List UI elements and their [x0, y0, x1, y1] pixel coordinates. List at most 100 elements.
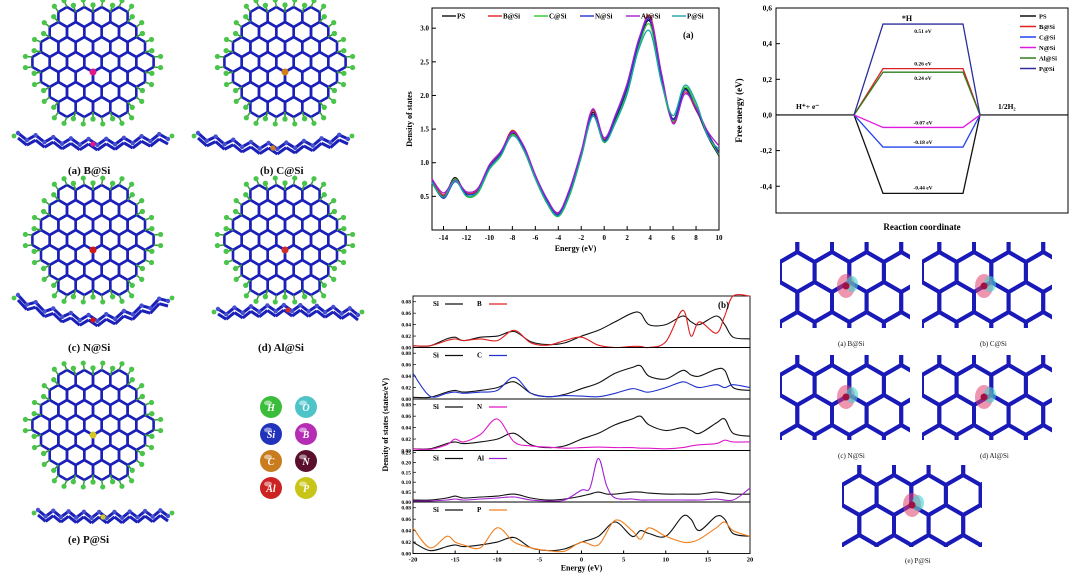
side-bond [113, 515, 124, 524]
hydrogen-atom [157, 53, 164, 60]
side-bond [70, 142, 81, 151]
silicon-ring [1061, 365, 1080, 405]
side-atom [298, 302, 303, 308]
side-atom [248, 139, 254, 145]
side-atom [33, 300, 38, 305]
y-tick-label: 2.5 [420, 58, 429, 66]
structure-caption-b: (a) B@Si [68, 165, 111, 177]
side-atom [59, 141, 65, 146]
energy-path-p-si [853, 23, 981, 116]
atom-highlight-icon [264, 427, 272, 433]
hydrogen-atom [302, 116, 308, 122]
side-atom [68, 136, 74, 141]
legend-label: PS [1039, 14, 1047, 21]
silicene-structure-4 [22, 360, 175, 525]
hydrogen-atom [349, 133, 355, 139]
silicon-ring [1061, 425, 1080, 465]
silicene-structure-2 [11, 175, 175, 328]
hydrogen-atom [110, 180, 116, 186]
hydrogen-atom [359, 309, 365, 315]
silicene-structure-0 [11, 0, 175, 152]
charge-caption-al: (d) Al@Si [980, 452, 1009, 460]
energy-path-al-si [853, 71, 981, 116]
silicon-ring [1009, 455, 1044, 495]
y-tick-label: 0.25 [401, 450, 411, 456]
hydrogen-atom [139, 19, 145, 26]
silicon-ring [963, 565, 998, 579]
hydrogen-atom [302, 180, 308, 186]
side-atom [42, 309, 47, 314]
hydrogen-atom [31, 70, 37, 76]
y-tick-label: 0.00 [401, 449, 411, 455]
side-atom [292, 145, 298, 151]
hydrogen-atom [129, 181, 135, 187]
silicon-ring [763, 455, 798, 495]
hydrogen-atom [321, 181, 327, 187]
hydrogen-atom [80, 299, 86, 305]
dopant-atom [908, 501, 916, 509]
x-tick-label: 20 [747, 557, 754, 564]
side-bond [151, 514, 162, 523]
hydrogen-atom [148, 36, 155, 43]
side-bond [158, 302, 169, 308]
side-bond [266, 309, 277, 318]
atom-highlight-icon [299, 427, 307, 433]
hydrogen-atom [80, 0, 86, 3]
x-tick-label: -10 [485, 234, 495, 242]
side-atom [135, 515, 140, 520]
silicon-ring [899, 284, 910, 320]
hydrogen-atom [233, 87, 239, 94]
side-atom [204, 138, 210, 144]
atom-symbol: O [302, 403, 309, 414]
side-bond [34, 138, 46, 149]
energy-path-n-si [853, 114, 981, 129]
charge-caption-p: (e) P@Si [905, 557, 931, 565]
side-atom [165, 136, 171, 142]
side-bond [128, 515, 139, 524]
side-bond [159, 514, 169, 523]
silicon-ring [859, 565, 894, 579]
y-tick-label: 0.08 [401, 300, 411, 306]
hydrogen-atom [22, 416, 29, 423]
hydrogen-atom [31, 36, 38, 43]
side-bond [105, 142, 116, 151]
silicon-ring [998, 445, 1033, 485]
hydrogen-atom [129, 377, 135, 383]
hydrogen-atom [139, 393, 145, 400]
hydrogen-atom [119, 483, 125, 489]
y-tick-label: 0.05 [401, 490, 411, 496]
side-bond [82, 515, 93, 525]
side-atom [74, 515, 79, 520]
side-atom [15, 130, 21, 136]
side-atom [66, 509, 71, 514]
hydrogen-atom [262, 116, 268, 122]
side-atom [266, 140, 271, 146]
x-tick-label: 0 [580, 557, 583, 564]
hydrogen-atom [22, 242, 29, 249]
hydrogen-atom [129, 3, 135, 9]
hydrogen-atom [311, 120, 317, 126]
legend-label: Al [477, 455, 484, 463]
side-bond [320, 141, 332, 149]
side-atom [345, 136, 351, 142]
y-axis-label: Density of states [405, 91, 414, 147]
side-bond [267, 146, 279, 156]
hydrogen-atom [157, 242, 164, 249]
side-bond [324, 310, 335, 319]
hydrogen-atom [331, 98, 337, 105]
side-bond [338, 138, 349, 146]
y-tick-label: 0,0 [763, 110, 773, 119]
hydrogen-atom [41, 382, 47, 389]
hydrogen-atom [139, 208, 145, 215]
hydrogen-atom [311, 176, 317, 182]
hydrogen-atom [80, 175, 86, 181]
y-tick-label: 0.04 [401, 374, 411, 380]
hydrogen-atom [41, 30, 47, 37]
silicon-ring [1061, 252, 1080, 292]
atom-highlight-icon [264, 481, 272, 487]
side-bond [241, 145, 252, 154]
legend-atom-si: Si [260, 423, 282, 445]
silicon-ring [842, 482, 844, 508]
pdos-line-p [412, 519, 751, 553]
side-atom [127, 509, 132, 514]
